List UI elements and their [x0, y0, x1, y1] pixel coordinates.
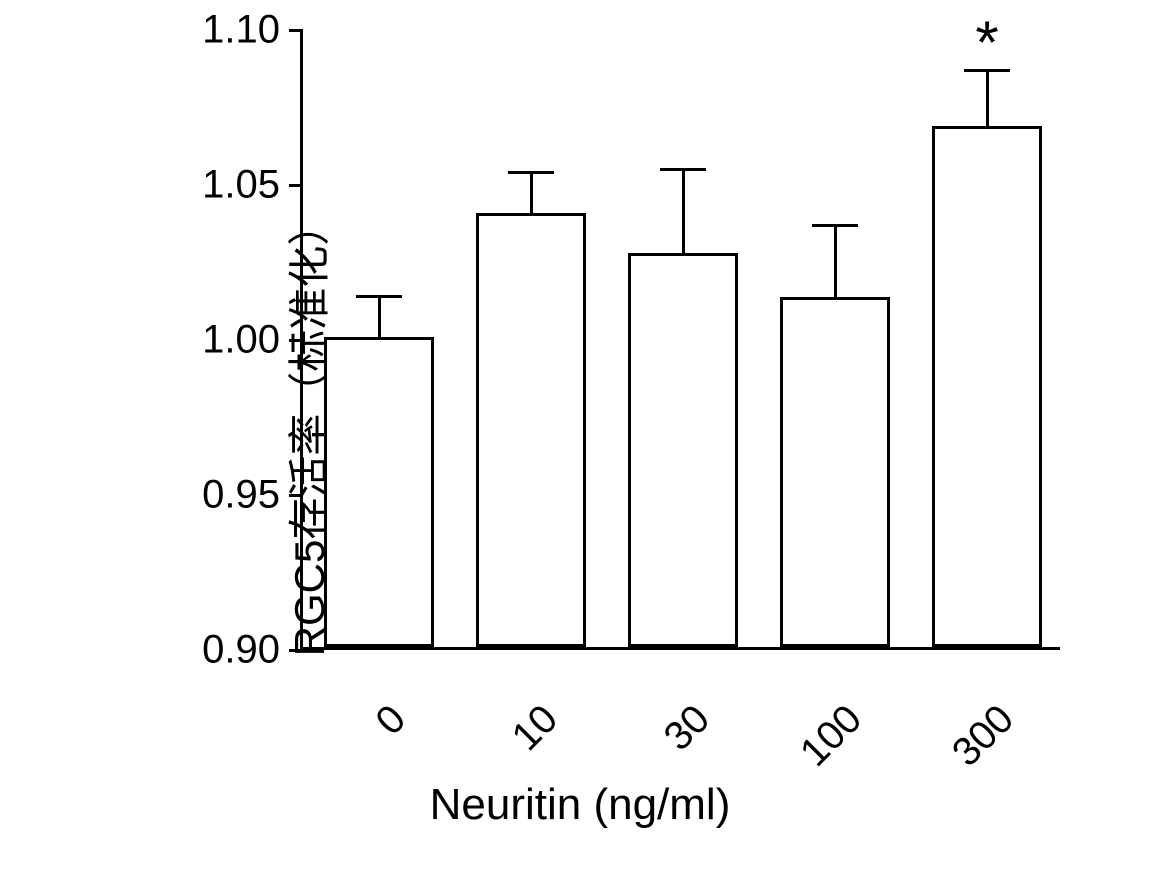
error-bar	[378, 297, 381, 340]
bar	[932, 126, 1041, 647]
error-bar	[682, 170, 685, 257]
error-bar	[834, 225, 837, 299]
y-tick	[289, 649, 303, 652]
y-tick	[289, 494, 303, 497]
x-tick-label: 100	[783, 697, 871, 785]
bar	[476, 213, 585, 647]
x-tick-label: 300	[935, 697, 1023, 785]
y-tick	[289, 29, 303, 32]
x-tick-label: 30	[631, 697, 719, 785]
y-tick	[289, 339, 303, 342]
error-cap	[356, 295, 402, 298]
chart-container: RGC5存活率（标准化） 0.900.951.001.051.100103010…	[80, 30, 1080, 830]
plot-area: 0.900.951.001.051.1001030100*300	[300, 30, 1060, 650]
y-tick-label: 1.00	[202, 318, 280, 363]
y-tick	[289, 184, 303, 187]
y-tick-label: 1.05	[202, 163, 280, 208]
x-axis-title: Neuritin (ng/ml)	[430, 780, 731, 830]
y-tick-label: 0.90	[202, 628, 280, 673]
bar	[780, 297, 889, 647]
significance-marker: *	[975, 8, 998, 77]
y-tick-label: 0.95	[202, 473, 280, 518]
y-tick-label: 1.10	[202, 8, 280, 53]
error-bar	[986, 70, 989, 129]
x-tick-label: 10	[479, 697, 567, 785]
error-bar	[530, 173, 533, 216]
bar	[324, 337, 433, 647]
error-cap	[812, 224, 858, 227]
error-cap	[660, 168, 706, 171]
bar	[628, 253, 737, 647]
error-cap	[508, 171, 554, 174]
x-tick-label: 0	[327, 697, 415, 785]
